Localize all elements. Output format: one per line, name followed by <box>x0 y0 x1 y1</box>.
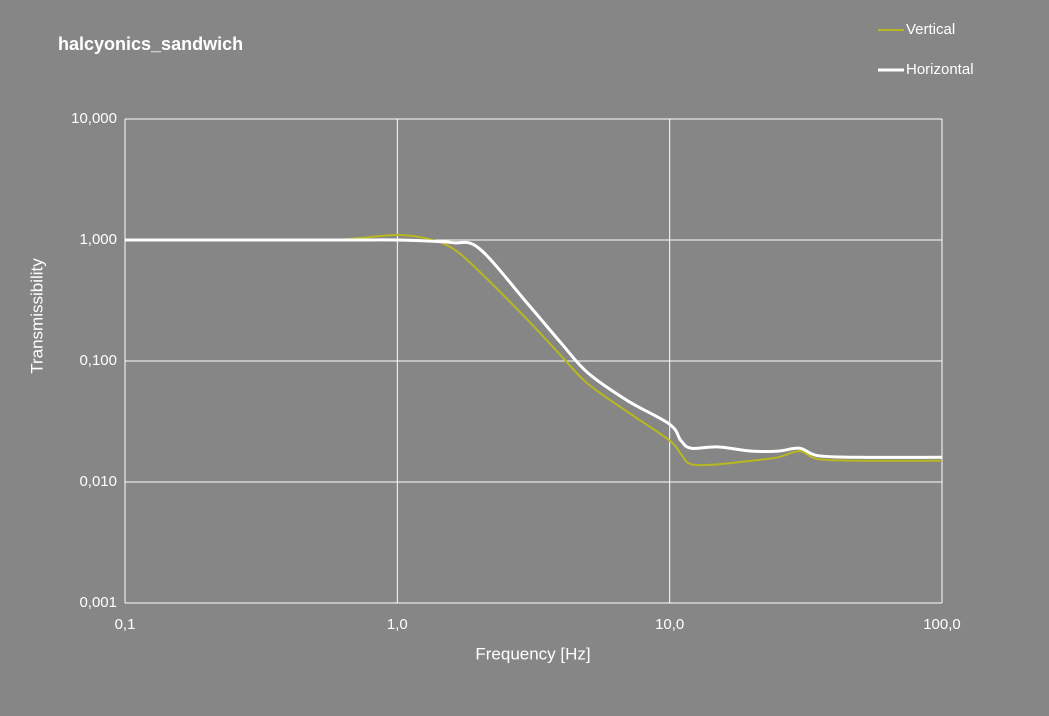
series-line <box>125 238 943 459</box>
x-axis-label: Frequency [Hz] <box>475 644 590 663</box>
y-tick-label: 0,001 <box>79 594 117 611</box>
x-tick-label: 0,1 <box>115 616 136 633</box>
series-line <box>124 233 943 467</box>
y-tick-label: 10,000 <box>71 110 117 127</box>
legend-label: Vertical <box>906 21 955 38</box>
y-tick-label: 0,100 <box>79 352 117 369</box>
x-tick-label: 10,0 <box>655 616 684 633</box>
legend-label: Horizontal <box>906 61 974 78</box>
y-axis-label: Transmissibility <box>27 258 46 374</box>
y-tick-label: 0,010 <box>79 473 117 490</box>
x-tick-label: 100,0 <box>923 616 961 633</box>
y-tick-label: 1,000 <box>79 231 117 248</box>
chart-title: halcyonics_sandwich <box>58 34 243 54</box>
x-tick-label: 1,0 <box>387 616 408 633</box>
